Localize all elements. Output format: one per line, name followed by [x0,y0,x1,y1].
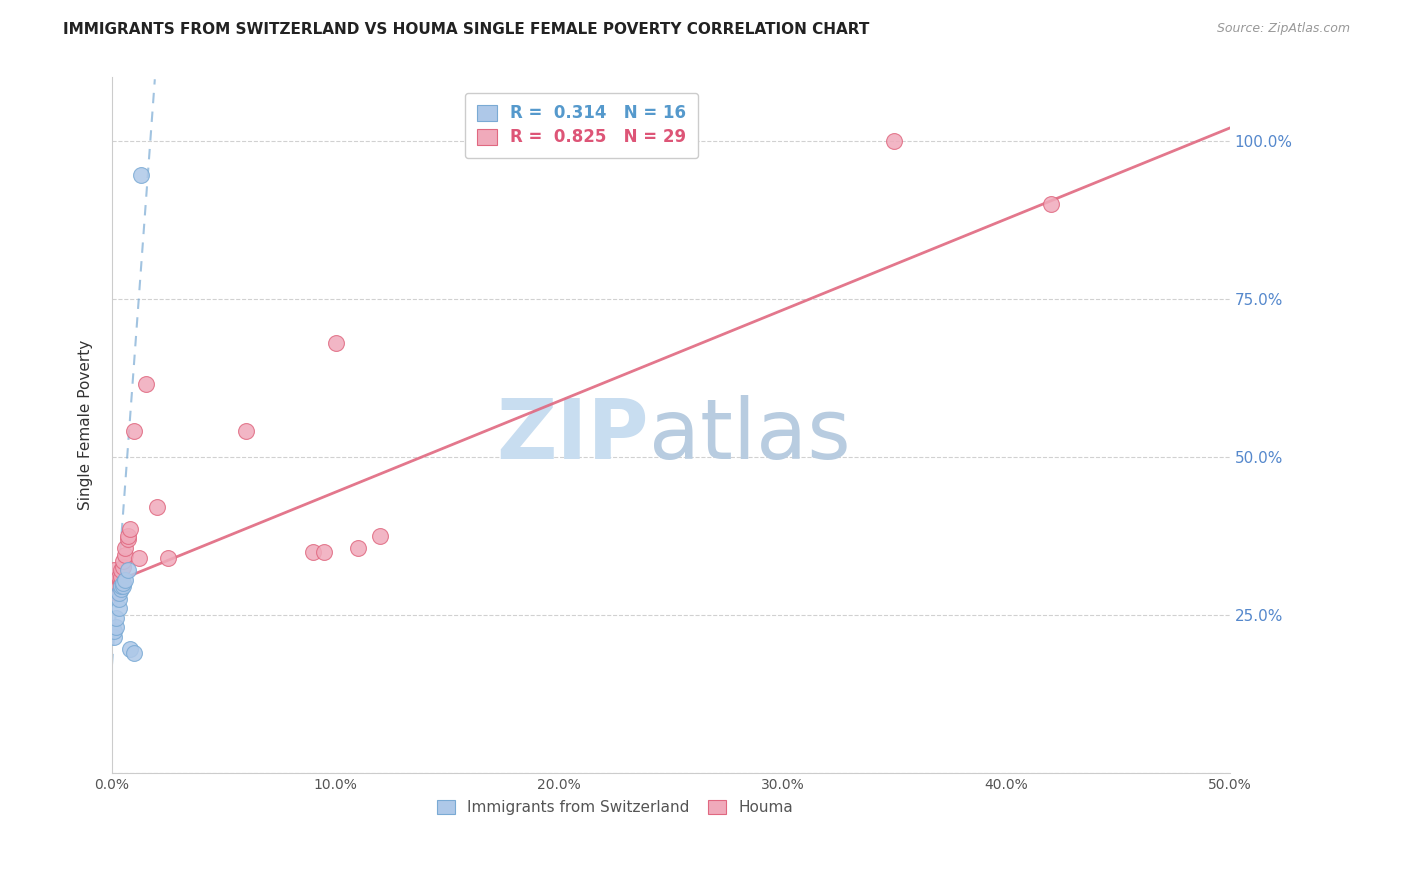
Point [128,550,150,565]
Point [107,601,129,615]
Point [114,541,136,556]
Point [135,376,157,391]
Point [325,335,347,350]
Point [110,570,132,584]
Point [117,532,139,546]
Point [112,576,135,591]
Text: IMMIGRANTS FROM SWITZERLAND VS HOUMA SINGLE FEMALE POVERTY CORRELATION CHART: IMMIGRANTS FROM SWITZERLAND VS HOUMA SIN… [63,22,870,37]
Text: Source: ZipAtlas.com: Source: ZipAtlas.com [1216,22,1350,36]
Point [110,579,132,593]
Point [368,529,391,543]
Point [103,564,125,578]
Point [129,169,152,183]
Point [105,576,128,591]
Point [314,544,336,558]
Point [1039,197,1062,211]
Point [156,550,179,565]
Point [105,585,128,599]
Point [114,573,136,587]
Point [110,564,132,578]
Point [883,134,905,148]
Point [103,630,125,644]
Y-axis label: Single Female Poverty: Single Female Poverty [79,340,93,510]
Point [107,591,129,606]
Point [117,529,139,543]
Text: ZIP: ZIP [496,395,648,476]
Point [302,544,325,558]
Point [124,646,146,660]
Point [105,611,128,625]
Point [124,425,146,439]
Point [112,554,135,568]
Point [103,624,125,638]
Point [107,585,129,599]
Point [112,560,135,574]
Point [110,576,132,591]
Point [107,579,129,593]
Point [112,579,135,593]
Point [118,642,141,657]
Point [103,576,125,591]
Legend: Immigrants from Switzerland, Houma: Immigrants from Switzerland, Houma [427,790,803,824]
Point [105,620,128,634]
Point [235,425,257,439]
Point [110,582,132,597]
Point [117,564,139,578]
Point [145,500,167,515]
Text: atlas: atlas [648,395,851,476]
Point [107,570,129,584]
Point [347,541,370,556]
Point [118,522,141,536]
Point [114,548,136,562]
